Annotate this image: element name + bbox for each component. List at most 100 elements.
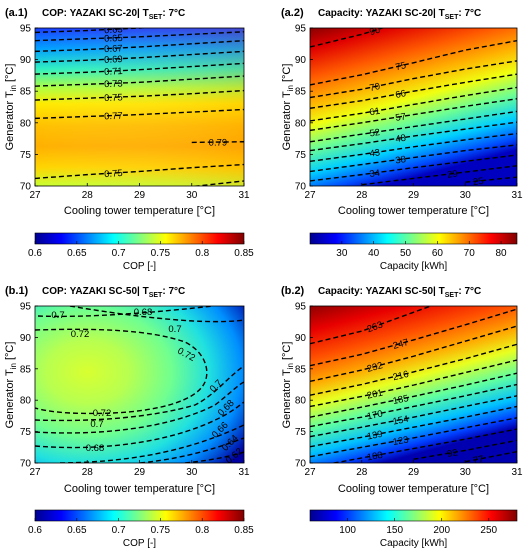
colorbar-tick-label: 0.6 — [28, 525, 42, 536]
contour-label: 77 — [472, 454, 484, 467]
colorbar-tick-label: 0.6 — [28, 248, 42, 259]
y-tick-label: 85 — [20, 364, 32, 375]
contour-label: 263 — [366, 319, 385, 335]
x-tick-label: 27 — [29, 190, 41, 201]
colorbar-tick-label: 0.7 — [112, 525, 126, 536]
contour-line-b1 — [69, 306, 244, 323]
contour-label: 247 — [392, 337, 410, 352]
contour-line — [310, 28, 385, 48]
panel-title-a2: Capacity: YAZAKI SC-20| TSET: 7°C — [318, 8, 481, 21]
contour-line — [310, 417, 517, 458]
y-tick-label: 95 — [295, 24, 307, 35]
y-tick-label: 95 — [20, 302, 32, 313]
colorbar-tick-label: 50 — [400, 248, 412, 259]
colorbar-b1: 0.6 0.65 0.7 0.75 0.8 0.85 COP [-] — [28, 509, 254, 549]
contour-set-a1: 0.630.650.670.690.710.73 0.75 0.77 0.79 0.75… — [35, 28, 244, 186]
contour-line — [330, 428, 517, 463]
x-tick-label: 30 — [460, 467, 472, 478]
contour-line — [310, 325, 517, 383]
colorbar-tick-label: 0.85 — [234, 525, 254, 536]
contour-line — [310, 144, 517, 173]
contour-label: 66 — [395, 88, 407, 101]
colorbar-tick-label: 200 — [433, 525, 450, 536]
x-tick-label: 30 — [186, 467, 198, 478]
contour-label: 92 — [446, 447, 458, 460]
colorbar-tick-label: 30 — [336, 248, 348, 259]
colorbar-tick-label: 250 — [480, 525, 497, 536]
x-axis-label-b2: Cooling tower temperature [°C] — [338, 483, 489, 495]
contour-line — [310, 306, 433, 345]
contour-line — [465, 451, 517, 463]
colorbar-gradient — [309, 509, 518, 522]
contour-line — [310, 343, 517, 396]
colorbar-gradient — [34, 509, 245, 522]
colorbar-gradient — [309, 232, 518, 245]
contour-line — [191, 141, 244, 144]
panel-label-a1: (a.1) — [5, 7, 28, 19]
colorbar-tick-label: 70 — [464, 248, 476, 259]
contour-line — [35, 75, 244, 87]
contour-line — [310, 86, 517, 122]
contour-label: 216 — [392, 369, 410, 383]
contour-label: 61 — [369, 106, 381, 119]
colorbar-label: COP [-] — [123, 538, 156, 549]
contour-line — [35, 62, 244, 75]
x-axis-label-b1: Cooling tower temperature [°C] — [64, 483, 215, 495]
y-tick-label: 85 — [20, 87, 32, 98]
x-tick-label: 27 — [304, 190, 316, 201]
y-tick-label: 70 — [295, 182, 307, 193]
contour-line — [35, 39, 244, 53]
panel-b1: (b.1) COP: YAZAKI SC-50| TSET: 7°C 0.7 0… — [4, 285, 254, 549]
contour-label-b1: 0.68 — [86, 443, 105, 454]
contour-label: 0.65 — [104, 33, 123, 45]
colorbar-gradient — [34, 232, 245, 245]
panel-b2: (b.2) Capacity: YAZAKI SC-50| TSET: 7°C … — [281, 285, 523, 549]
y-tick-label: 75 — [20, 427, 32, 438]
contour-line — [35, 163, 244, 180]
x-tick-label: 31 — [511, 190, 523, 201]
y-tick-label: 75 — [295, 427, 307, 438]
contour-line — [310, 121, 517, 152]
colorbar-tick-label: 0.8 — [195, 525, 209, 536]
contour-line — [361, 165, 517, 186]
x-tick-label: 29 — [408, 190, 420, 201]
y-tick-label: 80 — [295, 396, 307, 407]
y-tick-label: 75 — [295, 150, 307, 161]
heatmap-a2 — [310, 28, 517, 186]
contour-line-b1 — [37, 306, 214, 318]
contour-line-b1 — [35, 328, 208, 415]
x-tick-label: 28 — [356, 467, 368, 478]
y-tick-label: 90 — [295, 333, 307, 344]
contour-label: 185 — [392, 393, 410, 407]
contour-line — [310, 39, 517, 86]
x-tick-label: 27 — [29, 467, 41, 478]
contour-label: 108 — [366, 450, 384, 464]
y-axis-label-b2: Generator Tin [°C] — [281, 342, 295, 429]
contour-label: 38 — [395, 154, 407, 166]
colorbar-tick-label: 0.8 — [195, 248, 209, 259]
contour-label: 123 — [392, 434, 410, 448]
contour-set-a2: 90 75 70 66 61 57 52 48 43 38 34 29 25 — [310, 28, 517, 188]
contour-label: 0.75 — [104, 92, 123, 104]
contour-line — [413, 439, 517, 460]
colorbar-tick-label: 60 — [432, 248, 444, 259]
contour-label: 0.67 — [104, 43, 123, 55]
contour-label: 25 — [472, 176, 484, 188]
contour-line-b1 — [139, 437, 244, 463]
contour-line — [310, 60, 517, 99]
contour-label: 170 — [366, 408, 384, 422]
contour-line — [310, 359, 517, 408]
contour-line — [310, 110, 517, 143]
y-tick-label: 80 — [20, 396, 32, 407]
contour-label: 154 — [392, 414, 410, 428]
heatmap-overlay-a1 — [35, 28, 244, 186]
colorbar-tick-label: 40 — [368, 248, 380, 259]
colorbar-label: Capacity [kWh] — [380, 538, 447, 549]
x-axis-label-a1: Cooling tower temperature [°C] — [64, 205, 215, 217]
y-tick-label: 85 — [295, 87, 307, 98]
x-tick-label: 31 — [238, 190, 250, 201]
colorbar-a1: 0.6 0.65 0.7 0.75 0.8 0.85 COP [-] — [28, 232, 254, 272]
contour-line — [35, 31, 244, 42]
